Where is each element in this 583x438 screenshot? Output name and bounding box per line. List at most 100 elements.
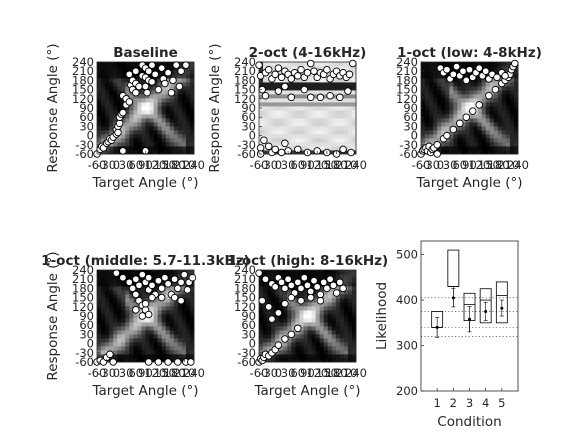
heatmap-cell xyxy=(101,290,106,295)
heatmap-cell xyxy=(493,70,499,75)
heatmap-cell xyxy=(441,110,446,115)
heatmap-cell xyxy=(421,98,426,103)
heatmap-cell xyxy=(489,66,495,71)
response-marker xyxy=(316,290,325,299)
heatmap-cell xyxy=(141,110,146,115)
response-marker xyxy=(284,275,292,283)
heatmap-cell xyxy=(141,118,146,123)
heatmap-cell xyxy=(421,74,426,79)
heatmap-cell xyxy=(307,342,312,347)
heatmap-cell xyxy=(449,142,454,147)
heatmap-cell xyxy=(303,354,308,359)
heatmap-cell xyxy=(287,302,292,307)
heatmap-cell xyxy=(347,98,353,103)
heatmap-cell xyxy=(323,142,329,147)
response-marker xyxy=(323,65,331,74)
heatmap-cell xyxy=(121,318,126,323)
heatmap-cell xyxy=(185,94,191,99)
heatmap-cell xyxy=(509,94,515,99)
heatmap-cell xyxy=(97,126,102,131)
heatmap-cell xyxy=(485,114,491,119)
heatmap-cell xyxy=(425,110,430,115)
heatmap-cell xyxy=(165,126,171,131)
heatmap-cell xyxy=(481,106,487,111)
heatmap-cell xyxy=(505,126,511,131)
heatmap-cell xyxy=(109,342,114,347)
heatmap-cell xyxy=(335,78,341,83)
heatmap-cell xyxy=(271,130,276,135)
response-marker xyxy=(271,70,279,79)
heatmap-cell xyxy=(133,146,138,151)
heatmap-cell xyxy=(173,130,179,135)
heatmap-panel-5 xyxy=(255,269,357,366)
x-tick-label: 0 xyxy=(275,366,282,380)
heatmap-cell xyxy=(181,330,187,335)
heatmap-cell xyxy=(97,282,102,287)
heatmap-cell xyxy=(129,334,134,339)
heatmap-cell xyxy=(161,150,167,155)
heatmap-cell xyxy=(501,142,507,147)
heatmap-cell xyxy=(485,102,491,107)
heatmap-cell xyxy=(319,82,325,87)
heatmap-cell xyxy=(169,270,175,275)
heatmap-cell xyxy=(105,318,110,323)
heatmap-cell xyxy=(259,310,264,315)
heatmap-cell xyxy=(343,302,349,307)
heatmap-cell xyxy=(105,294,110,299)
response-marker xyxy=(175,82,184,91)
heatmap-cell xyxy=(267,322,272,327)
heatmap-cell xyxy=(421,82,426,87)
heatmap-cell xyxy=(165,114,171,119)
heatmap-cell xyxy=(169,98,175,103)
heatmap-cell xyxy=(311,330,316,335)
heatmap-cell xyxy=(351,86,357,91)
heatmap-cell xyxy=(283,270,288,275)
heatmap-cell xyxy=(343,274,349,279)
heatmap-cell xyxy=(153,130,159,135)
heatmap-cell xyxy=(137,322,142,327)
heatmap-cell xyxy=(481,82,487,87)
heatmap-cell xyxy=(101,322,106,327)
heatmap-cell xyxy=(421,118,426,123)
heatmap-cell xyxy=(351,274,357,279)
heatmap-cell xyxy=(311,98,316,103)
heatmap-cell xyxy=(351,118,357,123)
heatmap-cell xyxy=(327,86,333,91)
heatmap-cell xyxy=(295,94,300,99)
heatmap-cell xyxy=(299,290,304,295)
heatmap-cell xyxy=(485,126,491,131)
heatmap-cell xyxy=(295,90,300,95)
x-axis-label: Target Angle (°) xyxy=(91,383,198,399)
heatmap-cell xyxy=(319,350,325,355)
heatmap-cell xyxy=(259,290,264,295)
heatmap-cell xyxy=(141,342,146,347)
heatmap-cell xyxy=(275,102,280,107)
heatmap-cell xyxy=(169,146,175,151)
heatmap-cell xyxy=(505,130,511,135)
heatmap-cell xyxy=(279,354,284,359)
heatmap-cell xyxy=(331,318,337,323)
heatmap-cell xyxy=(137,126,142,131)
heatmap-cell xyxy=(271,66,276,71)
heatmap-cell xyxy=(473,114,478,119)
heatmap-cell xyxy=(173,134,179,139)
heatmap-cell xyxy=(311,102,316,107)
heatmap-cell xyxy=(299,334,304,339)
heatmap-cell xyxy=(117,322,122,327)
heatmap-cell xyxy=(133,270,138,275)
heatmap-cell xyxy=(271,62,276,67)
y-tick-label: 240 xyxy=(396,55,418,69)
heatmap-cell xyxy=(303,146,308,151)
heatmap-cell xyxy=(319,274,325,279)
response-marker xyxy=(281,299,289,308)
heatmap-cell xyxy=(347,346,353,351)
heatmap-cell xyxy=(105,334,110,339)
heatmap-cell xyxy=(513,138,519,143)
heatmap-cell xyxy=(101,314,106,319)
heatmap-cell xyxy=(125,134,130,139)
heatmap-cell xyxy=(493,142,499,147)
heatmap-cell xyxy=(339,322,345,327)
heatmap-cell xyxy=(165,142,171,147)
heatmap-cell xyxy=(445,146,450,151)
heatmap-cell xyxy=(279,346,284,351)
